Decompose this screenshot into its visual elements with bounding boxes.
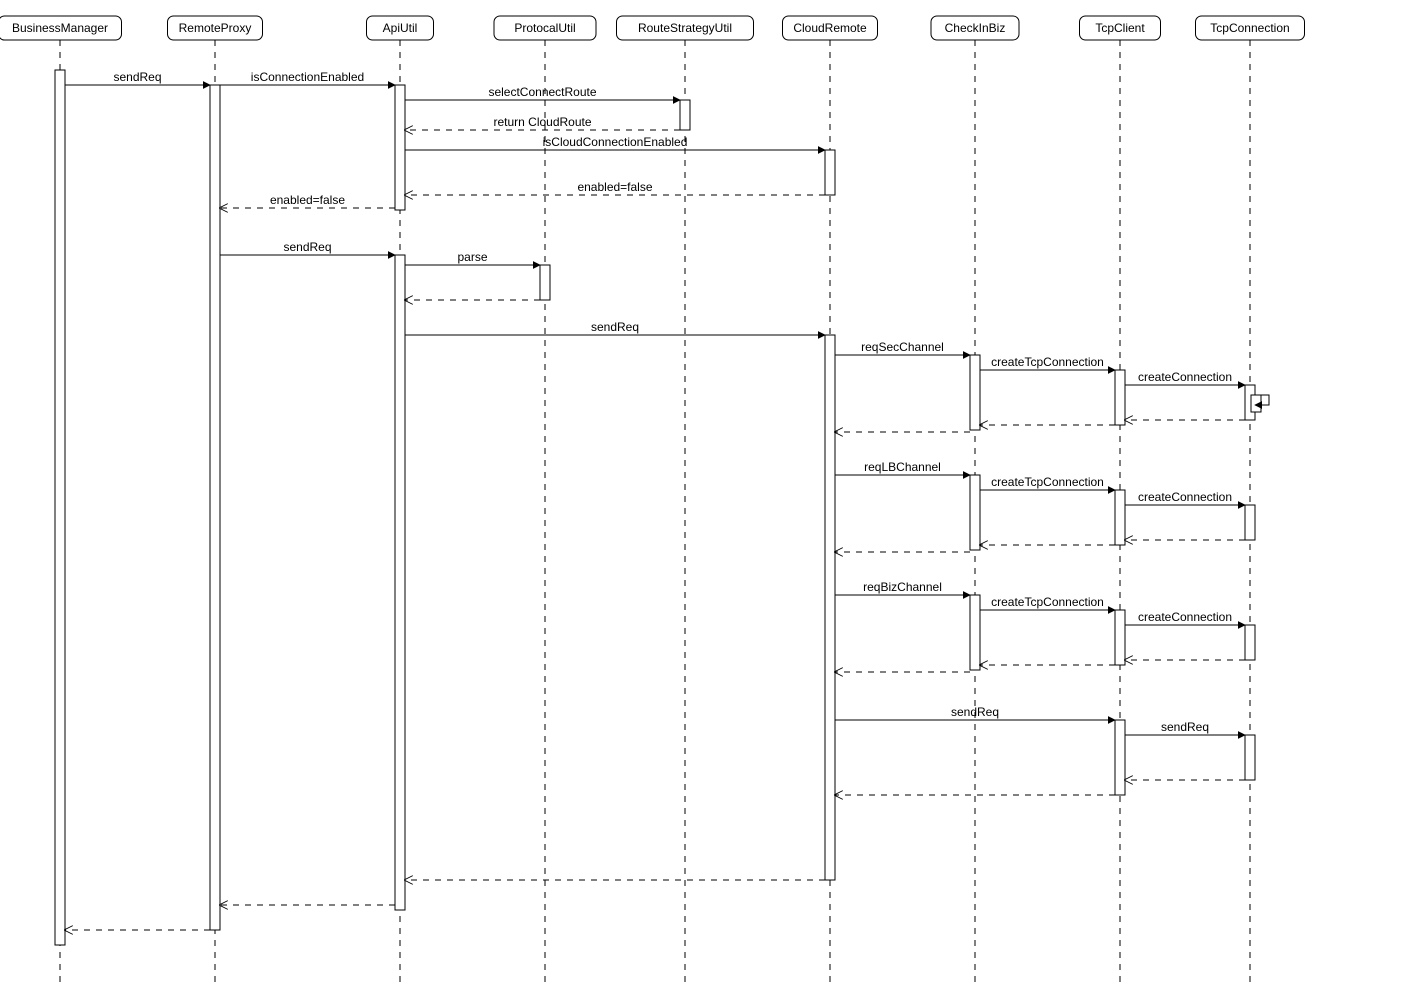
message-label: sendReq xyxy=(283,240,331,254)
activation-bar xyxy=(1245,625,1255,660)
activation-bar xyxy=(540,265,550,300)
activation-bar xyxy=(1251,395,1261,412)
message-label: createTcpConnection xyxy=(991,355,1104,369)
participant-label: RouteStrategyUtil xyxy=(638,21,732,35)
activation-bar xyxy=(825,150,835,195)
activation-bar xyxy=(1245,735,1255,780)
activation-bar xyxy=(210,85,220,930)
participant-label: CheckInBiz xyxy=(945,21,1006,35)
message-label: parse xyxy=(457,250,487,264)
message-label: sendReq xyxy=(951,705,999,719)
message-label: enabled=false xyxy=(270,193,345,207)
message-label: createConnection xyxy=(1138,610,1232,624)
participant-label: CloudRemote xyxy=(793,21,867,35)
participant-label: TcpClient xyxy=(1095,21,1145,35)
participant-label: ProtocalUtil xyxy=(514,21,575,35)
message-label: sendReq xyxy=(591,320,639,334)
participant-label: ApiUtil xyxy=(383,21,418,35)
activation-bar xyxy=(1115,370,1125,425)
message-label: createConnection xyxy=(1138,490,1232,504)
message-label: selectConnectRoute xyxy=(488,85,596,99)
activation-bar xyxy=(395,85,405,210)
message-label: return CloudRoute xyxy=(493,115,591,129)
participant-label: RemoteProxy xyxy=(179,21,252,35)
activation-bar xyxy=(1115,610,1125,665)
activation-bar xyxy=(1115,720,1125,795)
participant-label: TcpConnection xyxy=(1210,21,1289,35)
message-label: sendReq xyxy=(1161,720,1209,734)
message-label: sendReq xyxy=(113,70,161,84)
participant-label: BusinessManager xyxy=(12,21,108,35)
message-label: isConnectionEnabled xyxy=(251,70,364,84)
message-label: createTcpConnection xyxy=(991,595,1104,609)
activation-bar xyxy=(970,475,980,550)
activation-bar xyxy=(1245,505,1255,540)
activation-bar xyxy=(825,335,835,880)
activation-bar xyxy=(970,355,980,430)
message-label: reqSecChannel xyxy=(861,340,944,354)
activation-bar xyxy=(680,100,690,130)
message-label: enabled=false xyxy=(577,180,652,194)
activation-bar xyxy=(395,255,405,910)
message-label: reqBizChannel xyxy=(863,580,942,594)
sequence-diagram: BusinessManager RemoteProxy ApiUtil Protoca… xyxy=(0,0,1404,1008)
activation-bar xyxy=(1115,490,1125,545)
message-label: createTcpConnection xyxy=(991,475,1104,489)
message-label: isCloudConnectionEnabled xyxy=(543,135,688,149)
activation-bar xyxy=(970,595,980,670)
activation-bar xyxy=(55,70,65,945)
message-label: reqLBChannel xyxy=(864,460,941,474)
message-label: createConnection xyxy=(1138,370,1232,384)
